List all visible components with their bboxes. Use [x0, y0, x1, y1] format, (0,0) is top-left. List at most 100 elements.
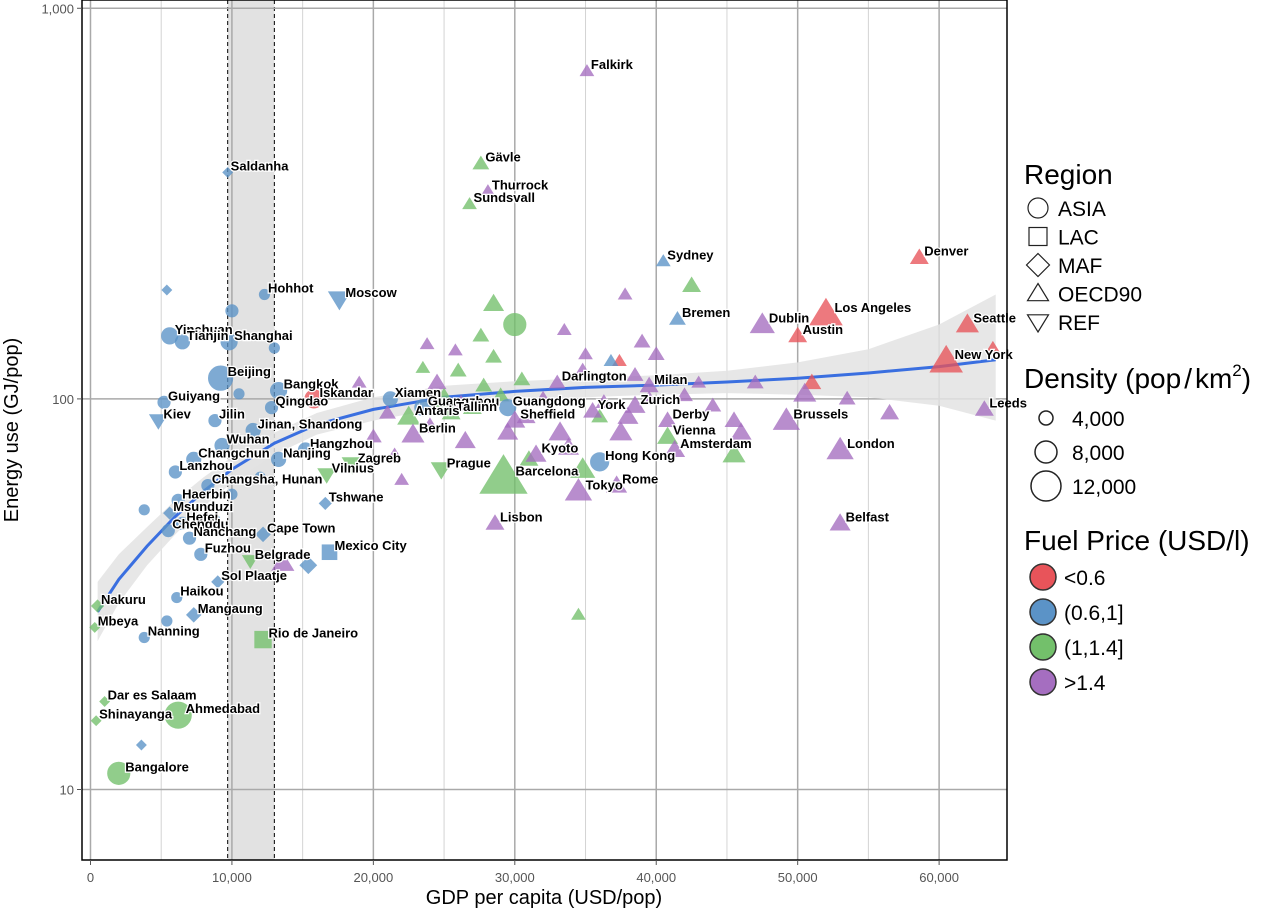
legend-region-title: Region [1024, 159, 1113, 190]
point-label: Fuzhou [205, 540, 251, 555]
point-label: Lisbon [500, 509, 543, 524]
data-point-austin [788, 326, 808, 343]
data-point [802, 373, 822, 390]
data-point-mexico-city [321, 544, 338, 561]
data-point-saldanha [222, 166, 234, 178]
data-point [485, 348, 503, 363]
data-point-tshwane [318, 496, 332, 511]
data-point [603, 353, 619, 366]
point-label: Qingdao [276, 394, 329, 409]
data-point [571, 607, 586, 620]
data-point-sydney [655, 254, 671, 267]
data-point-thurrock [480, 184, 496, 197]
data-point-hangzhou [297, 442, 314, 458]
data-point [746, 374, 764, 389]
data-point-york [583, 402, 603, 418]
legend-region-items: ASIA LAC MAF OECD90 REF [1025, 197, 1142, 335]
data-point-hong-kong [590, 452, 610, 472]
point-label: Changchun [198, 445, 270, 460]
data-point-berlin [401, 423, 425, 443]
y-tick-label: 10 [60, 783, 74, 798]
point-label: Bremen [682, 305, 730, 320]
data-point-haerbin [171, 493, 185, 507]
data-point-mangaung [185, 607, 202, 623]
point-label: Bangalore [125, 759, 189, 774]
data-point-shinayanga [90, 715, 102, 727]
point-label: Hong Kong [605, 448, 675, 463]
data-point [534, 390, 552, 405]
data-point [492, 387, 510, 402]
point-label: Guangzhou [428, 394, 500, 409]
data-point-derby [658, 411, 678, 427]
legend-fuel-swatch [1029, 598, 1057, 626]
point-label: Kiev [163, 407, 191, 422]
data-point [299, 556, 318, 575]
point-label: Tianjin [187, 328, 229, 343]
point-label: Yinchuan [175, 322, 233, 337]
data-point [617, 406, 639, 424]
data-point-prague [430, 462, 452, 480]
x-tick-label: 10,000 [212, 870, 252, 885]
point-label: Denver [924, 244, 968, 259]
data-point-los-angeles [809, 297, 843, 326]
data-point-chengdu [161, 524, 175, 538]
legend-fuel-title: Fuel Price (USD/l) [1024, 525, 1250, 556]
data-point [722, 443, 746, 463]
data-point [161, 284, 173, 296]
point-label: Austin [803, 322, 844, 337]
point-label: New York [955, 347, 1014, 362]
data-point-moscow [327, 291, 351, 311]
point-label: Los Angeles [834, 300, 911, 315]
data-point [691, 375, 707, 388]
data-point-g-vle [472, 155, 490, 170]
legend-region-label: OECD90 [1058, 284, 1142, 307]
data-point-iskandar [304, 389, 324, 409]
point-label: Guiyang [168, 388, 220, 403]
legend-density-items: 4,000 8,000 12,000 [1030, 408, 1136, 502]
point-label: Rome [622, 472, 658, 487]
data-point [472, 327, 490, 342]
data-point-darlington [548, 374, 566, 389]
data-points [89, 64, 1001, 785]
point-label: York [598, 397, 627, 412]
data-point [633, 333, 651, 348]
point-label: Thurrock [492, 177, 549, 192]
data-point [513, 371, 531, 386]
data-point-wuhan [214, 437, 230, 454]
data-point-nanjing [270, 451, 287, 468]
legend-region-label: ASIA [1058, 198, 1106, 221]
point-label: Msunduzi [173, 499, 233, 514]
x-tick-label: 0 [87, 870, 94, 885]
data-point-vilnius [317, 468, 337, 484]
data-point [724, 411, 744, 427]
data-point [548, 421, 572, 441]
point-label: Shinayanga [99, 707, 173, 722]
legend-fuel-swatch [1029, 563, 1057, 591]
data-point-london [826, 436, 854, 460]
data-point [497, 422, 519, 440]
x-tick-label: 60,000 [919, 870, 959, 885]
data-point-xiamen [382, 391, 398, 407]
data-point-ahmedabad [164, 701, 192, 729]
data-point [161, 615, 173, 627]
x-tick-label: 50,000 [778, 870, 818, 885]
y-axis-title: Energy use (GJ/pop) [1, 338, 23, 523]
data-point [556, 322, 572, 336]
legend-density-label: 12,000 [1072, 476, 1136, 499]
data-point [427, 373, 447, 390]
point-label: Vilnius [332, 461, 374, 476]
point-label: Jilin [219, 407, 245, 422]
data-point-nanning [138, 631, 150, 644]
legend-density-circle [1034, 440, 1058, 464]
data-point [558, 437, 580, 455]
data-point-denver [909, 248, 929, 264]
data-point [394, 472, 410, 485]
data-point-mbeya [89, 621, 101, 633]
data-point-antaris [397, 405, 421, 425]
legend-shape-triangle-down [1026, 314, 1050, 334]
legend-fuel-swatch [1029, 633, 1057, 661]
point-label: Dublin [769, 311, 809, 326]
data-point [415, 360, 431, 373]
